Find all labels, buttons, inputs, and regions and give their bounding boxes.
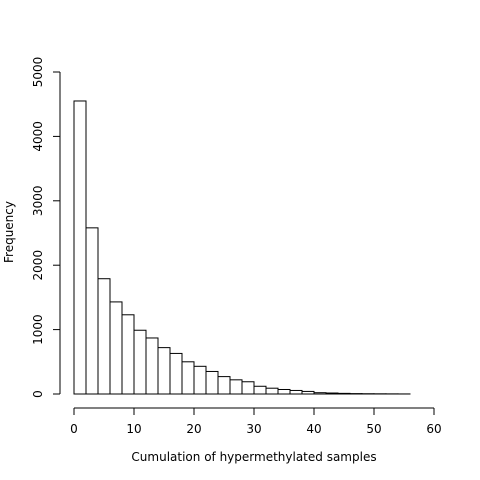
histogram-bars xyxy=(73,100,411,395)
x-tick-label: 20 xyxy=(186,422,201,436)
x-axis: 0 10 20 30 40 50 60 xyxy=(70,407,442,436)
histogram-bar xyxy=(229,379,243,395)
y-axis-title: Frequency xyxy=(2,201,16,263)
histogram-bar xyxy=(253,385,267,395)
histogram-bar xyxy=(145,337,159,395)
y-tick-label: 5000 xyxy=(31,57,45,88)
x-tick-label: 30 xyxy=(246,422,261,436)
histogram-bar xyxy=(97,278,111,395)
histogram-bar xyxy=(265,387,279,395)
histogram-bar xyxy=(325,392,339,395)
histogram-bar xyxy=(181,361,195,395)
y-axis: 0 1000 2000 3000 4000 5000 xyxy=(31,57,61,398)
y-tick-label: 0 xyxy=(31,390,45,398)
histogram-bar xyxy=(109,301,123,395)
x-axis-title: Cumulation of hypermethylated samples xyxy=(131,450,376,464)
histogram-bar xyxy=(85,227,99,395)
y-tick-label: 3000 xyxy=(31,186,45,217)
x-tick-label: 60 xyxy=(426,422,441,436)
x-tick-label: 50 xyxy=(366,422,381,436)
histogram-bar xyxy=(289,389,303,395)
histogram-bar xyxy=(241,381,255,395)
histogram-bar xyxy=(301,390,315,395)
histogram-bar xyxy=(133,329,147,395)
histogram-bar xyxy=(313,392,327,395)
histogram-bar xyxy=(157,347,171,395)
histogram-bar xyxy=(73,100,87,395)
y-tick-label: 1000 xyxy=(31,314,45,345)
x-tick-label: 10 xyxy=(126,422,141,436)
histogram-bar xyxy=(121,314,135,395)
y-tick-label: 4000 xyxy=(31,121,45,152)
histogram-bar xyxy=(193,365,207,395)
x-tick-label: 40 xyxy=(306,422,321,436)
x-tick-label: 0 xyxy=(70,422,78,436)
histogram-bar xyxy=(277,388,291,395)
y-tick-label: 2000 xyxy=(31,250,45,281)
histogram-bar xyxy=(205,370,219,395)
histogram-bar xyxy=(217,376,231,395)
histogram-bar xyxy=(337,392,351,395)
histogram-bar xyxy=(169,352,183,395)
